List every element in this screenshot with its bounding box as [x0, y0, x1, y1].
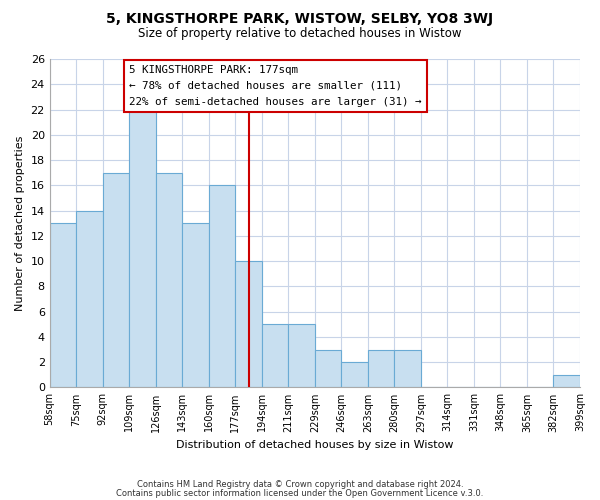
- Text: Contains HM Land Registry data © Crown copyright and database right 2024.: Contains HM Land Registry data © Crown c…: [137, 480, 463, 489]
- Bar: [235, 261, 262, 388]
- Bar: [315, 350, 341, 388]
- Text: 5, KINGSTHORPE PARK, WISTOW, SELBY, YO8 3WJ: 5, KINGSTHORPE PARK, WISTOW, SELBY, YO8 …: [106, 12, 494, 26]
- Y-axis label: Number of detached properties: Number of detached properties: [15, 136, 25, 311]
- Bar: [129, 110, 156, 388]
- Bar: [182, 223, 209, 388]
- Text: Size of property relative to detached houses in Wistow: Size of property relative to detached ho…: [138, 28, 462, 40]
- Bar: [262, 324, 289, 388]
- Bar: [76, 210, 103, 388]
- Bar: [394, 350, 421, 388]
- Bar: [156, 172, 182, 388]
- Bar: [289, 324, 315, 388]
- Bar: [209, 186, 235, 388]
- Bar: [341, 362, 368, 388]
- Bar: [553, 375, 580, 388]
- Text: Contains public sector information licensed under the Open Government Licence v.: Contains public sector information licen…: [116, 490, 484, 498]
- Text: 5 KINGSTHORPE PARK: 177sqm
← 78% of detached houses are smaller (111)
22% of sem: 5 KINGSTHORPE PARK: 177sqm ← 78% of deta…: [129, 66, 422, 106]
- Bar: [368, 350, 394, 388]
- Bar: [103, 172, 129, 388]
- X-axis label: Distribution of detached houses by size in Wistow: Distribution of detached houses by size …: [176, 440, 454, 450]
- Bar: [50, 223, 76, 388]
